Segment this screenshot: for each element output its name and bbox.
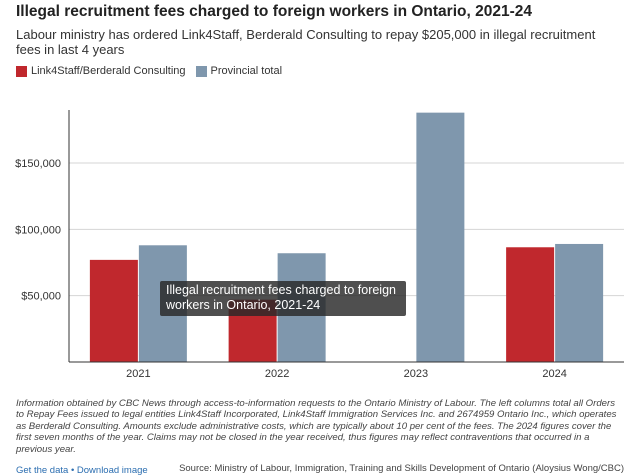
get-data-link[interactable]: Get the data	[16, 465, 69, 476]
bar-provincial	[416, 112, 465, 362]
chart-subtitle: Labour ministry has ordered Link4Staff, …	[16, 27, 596, 57]
legend-label-link4staff: Link4Staff/Berderald Consulting	[31, 65, 186, 77]
source-credit: Source: Ministry of Labour, Immigration,…	[179, 463, 624, 474]
bar-link4staff	[89, 259, 138, 362]
y-tick-label: $50,000	[21, 291, 61, 303]
bar-link4staff	[506, 247, 555, 362]
x-tick-label: 2022	[265, 368, 289, 380]
x-tick-label: 2023	[404, 368, 428, 380]
footer-separator: •	[70, 465, 75, 476]
download-image-link[interactable]: Download image	[76, 465, 148, 476]
y-tick-label: $100,000	[15, 224, 61, 236]
legend-item-provincial: Provincial total	[195, 65, 283, 77]
y-tick-label: $150,000	[15, 158, 61, 170]
legend-label-provincial: Provincial total	[210, 65, 283, 77]
x-tick-label: 2021	[126, 368, 150, 380]
bar-provincial	[555, 243, 604, 362]
legend-item-link4staff: Link4Staff/Berderald Consulting	[16, 65, 186, 77]
chart-tooltip: Illegal recruitment fees charged to fore…	[160, 281, 406, 316]
legend-swatch-link4staff	[16, 65, 27, 77]
legend-swatch-provincial	[195, 65, 207, 77]
legend: Link4Staff/Berderald Consulting Provinci…	[16, 65, 292, 77]
bar-chart: $50,000 $100,000 $150,000 2021 2022 2023 2024	[15, 110, 624, 380]
chart-title: Illegal recruitment fees charged to fore…	[16, 3, 532, 20]
x-tick-label: 2024	[542, 368, 566, 380]
footer-links: Get the data • Download image	[16, 465, 148, 476]
chart-note: Information obtained by CBC News through…	[16, 398, 617, 455]
